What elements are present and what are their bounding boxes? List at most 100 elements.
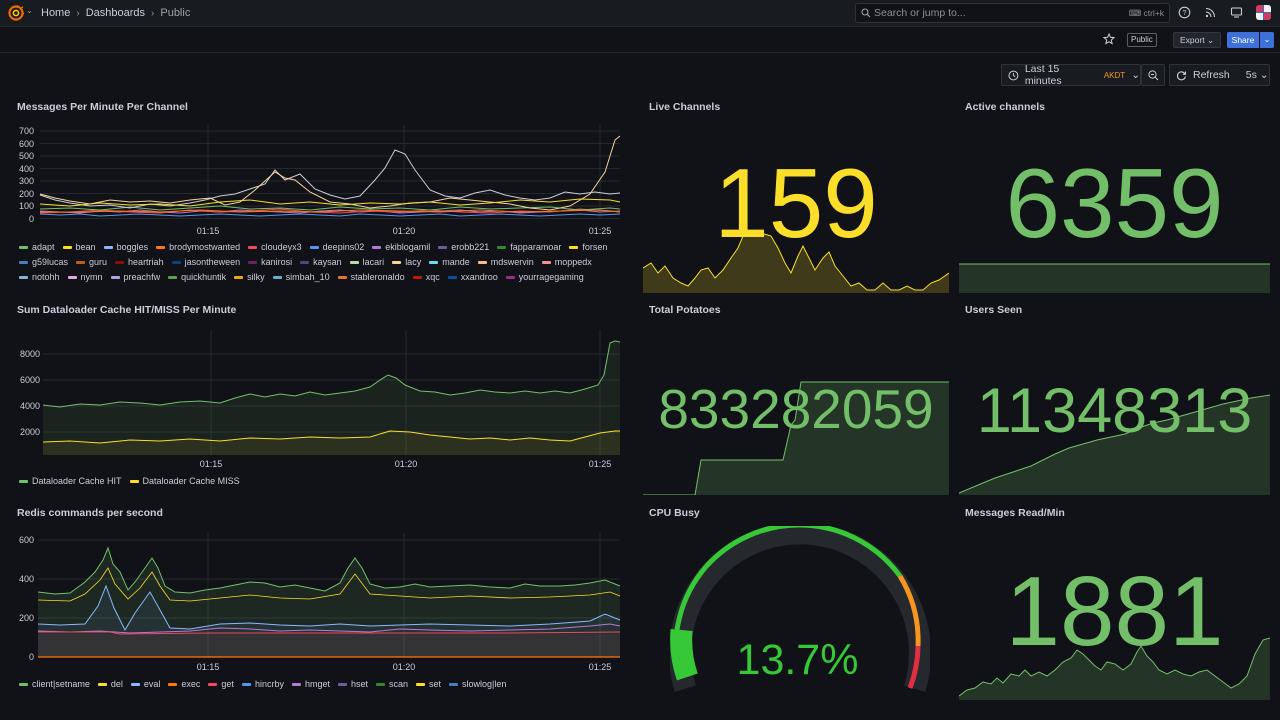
x-tick: 01:15 [200, 459, 223, 469]
legend-item[interactable]: Dataloader Cache HIT [19, 476, 122, 486]
search-placeholder: Search or jump to... [874, 7, 966, 19]
export-button[interactable]: Export ⌄ [1173, 32, 1222, 48]
legend-item[interactable]: quickhuntik [168, 272, 226, 282]
search-input[interactable]: Search or jump to... ⌨ ctrl+k [855, 3, 1170, 23]
legend-item[interactable]: heartriah [115, 257, 164, 267]
legend-item[interactable]: client|setname [19, 679, 90, 689]
panel-title-redis[interactable]: Redis commands per second [17, 507, 163, 519]
rss-icon[interactable] [1204, 6, 1217, 19]
star-icon[interactable] [1103, 33, 1115, 45]
legend-item[interactable]: ekiblogamil [372, 242, 430, 252]
share-button[interactable]: Share [1227, 32, 1259, 48]
breadcrumb-home[interactable]: Home [41, 7, 71, 19]
legend-item[interactable]: fapparamoar [497, 242, 561, 252]
legend-item[interactable]: hincrby [241, 679, 284, 689]
legend-item[interactable]: lacy [392, 257, 421, 267]
legend-swatch [171, 260, 181, 264]
breadcrumb: Home › Dashboards › Public [41, 7, 190, 19]
legend-item[interactable]: preachfw [110, 272, 160, 282]
legend-item[interactable]: eval [130, 679, 161, 689]
legend-item[interactable]: slowlog|len [449, 679, 506, 689]
panel-title-active-channels[interactable]: Active channels [965, 101, 1045, 113]
legend-swatch [19, 245, 28, 249]
legend-item[interactable]: notohh [19, 272, 60, 282]
legend-item[interactable]: kaysan [300, 257, 342, 267]
zoom-out-button[interactable] [1141, 64, 1165, 86]
legend-swatch [272, 275, 282, 279]
share-menu-chevron-icon[interactable]: ⌄ [1260, 32, 1274, 48]
legend-item[interactable]: silky [234, 272, 265, 282]
legend-item[interactable]: moppedx [541, 257, 592, 267]
legend-item[interactable]: yourragegaming [505, 272, 584, 282]
legend-label: cloudeyx3 [261, 242, 302, 252]
legend-item[interactable]: get [208, 679, 234, 689]
legend-item[interactable]: boggles [103, 242, 148, 252]
grafana-logo-icon[interactable] [8, 5, 24, 21]
panel-title-total-potatoes[interactable]: Total Potatoes [649, 304, 721, 316]
refresh-interval-picker[interactable]: 5s ⌄ [1246, 69, 1269, 81]
legend-item[interactable]: forsen [569, 242, 607, 252]
legend-item[interactable]: stableronaldo [337, 272, 405, 282]
y-tick: 500 [19, 151, 34, 161]
avatar[interactable] [1256, 5, 1271, 20]
legend-item[interactable]: mdswervin [477, 257, 534, 267]
legend-swatch [19, 275, 28, 279]
redis-timeseries-chart[interactable]: 600 400 200 0 01:15 01:20 01:25 [10, 528, 630, 676]
legend-item[interactable]: set [416, 679, 441, 689]
help-icon[interactable]: ? [1178, 6, 1191, 19]
monitor-icon[interactable] [1230, 6, 1243, 19]
legend-item[interactable]: jasontheween [171, 257, 240, 267]
messages-read-value: 1881 [1005, 556, 1224, 666]
legend-label: hincrby [254, 679, 284, 689]
time-range-picker[interactable]: Last 15 minutes AKDT ⌄ [1001, 63, 1141, 87]
breadcrumb-dashboards[interactable]: Dashboards [85, 7, 146, 19]
legend-item[interactable]: Dataloader Cache MISS [129, 476, 240, 486]
legend-item[interactable]: guru [76, 257, 107, 267]
y-tick: 300 [19, 176, 34, 186]
panel-title-cpu-busy[interactable]: CPU Busy [649, 507, 700, 519]
legend-item[interactable]: nymn [67, 272, 103, 282]
messages-timeseries-chart[interactable]: 700 600 500 400 300 200 100 0 01:15 01:2… [10, 120, 630, 240]
panel-title-messages[interactable]: Messages Per Minute Per Channel [17, 101, 188, 113]
legend-item[interactable]: simbah_10 [272, 272, 330, 282]
legend-item[interactable]: scan [375, 679, 408, 689]
panel-title-live-channels[interactable]: Live Channels [649, 101, 721, 113]
legend-swatch [248, 260, 258, 264]
legend-item[interactable]: erobb221 [438, 242, 489, 252]
legend-item[interactable]: xqc [412, 272, 440, 282]
users-seen-value: 11348313 [976, 376, 1253, 446]
legend-item[interactable]: g59lucas [19, 257, 68, 267]
panel-title-users-seen[interactable]: Users Seen [965, 304, 1023, 316]
y-tick: 200 [19, 613, 34, 623]
legend-label: stableronaldo [350, 272, 405, 282]
panel-title-dataloader[interactable]: Sum Dataloader Cache HIT/MISS Per Minute [17, 304, 237, 316]
chevron-down-icon[interactable]: ⌄ [26, 6, 33, 15]
legend-label: brodymostwanted [169, 242, 241, 252]
legend-item[interactable]: hmget [291, 679, 330, 689]
x-tick: 01:25 [589, 459, 612, 469]
legend-item[interactable]: adapt [19, 242, 55, 252]
legend-label: adapt [32, 242, 55, 252]
legend-item[interactable]: cloudeyx3 [248, 242, 302, 252]
legend-item[interactable]: kanirosi [248, 257, 292, 267]
legend-item[interactable]: bean [62, 242, 96, 252]
legend-item[interactable]: exec [168, 679, 200, 689]
dataloader-timeseries-chart[interactable]: 8000 6000 4000 2000 01:15 01:20 01:25 [10, 325, 630, 473]
legend-label: bean [75, 242, 96, 252]
legend-label: Dataloader Cache MISS [142, 476, 240, 486]
legend-item[interactable]: lacari [349, 257, 384, 267]
legend-item[interactable]: brodymostwanted [156, 242, 240, 252]
legend-item[interactable]: xxandroo [447, 272, 498, 282]
top-navbar: ⌄ Home › Dashboards › Public Search or j… [0, 0, 1280, 27]
legend-item[interactable]: hset [337, 679, 368, 689]
x-tick: 01:25 [589, 226, 612, 236]
refresh-button[interactable]: Refresh 5s ⌄ [1169, 64, 1270, 86]
legend-item[interactable]: del [97, 679, 123, 689]
panel-title-messages-read[interactable]: Messages Read/Min [965, 507, 1065, 519]
chevron-down-icon: ⌄ [1206, 35, 1215, 45]
legend-item[interactable]: mande [429, 257, 470, 267]
legend-label: eval [143, 679, 161, 689]
total-potatoes-value: 833282059 [658, 378, 934, 440]
legend-item[interactable]: deepins02 [309, 242, 364, 252]
y-tick: 8000 [20, 349, 40, 359]
